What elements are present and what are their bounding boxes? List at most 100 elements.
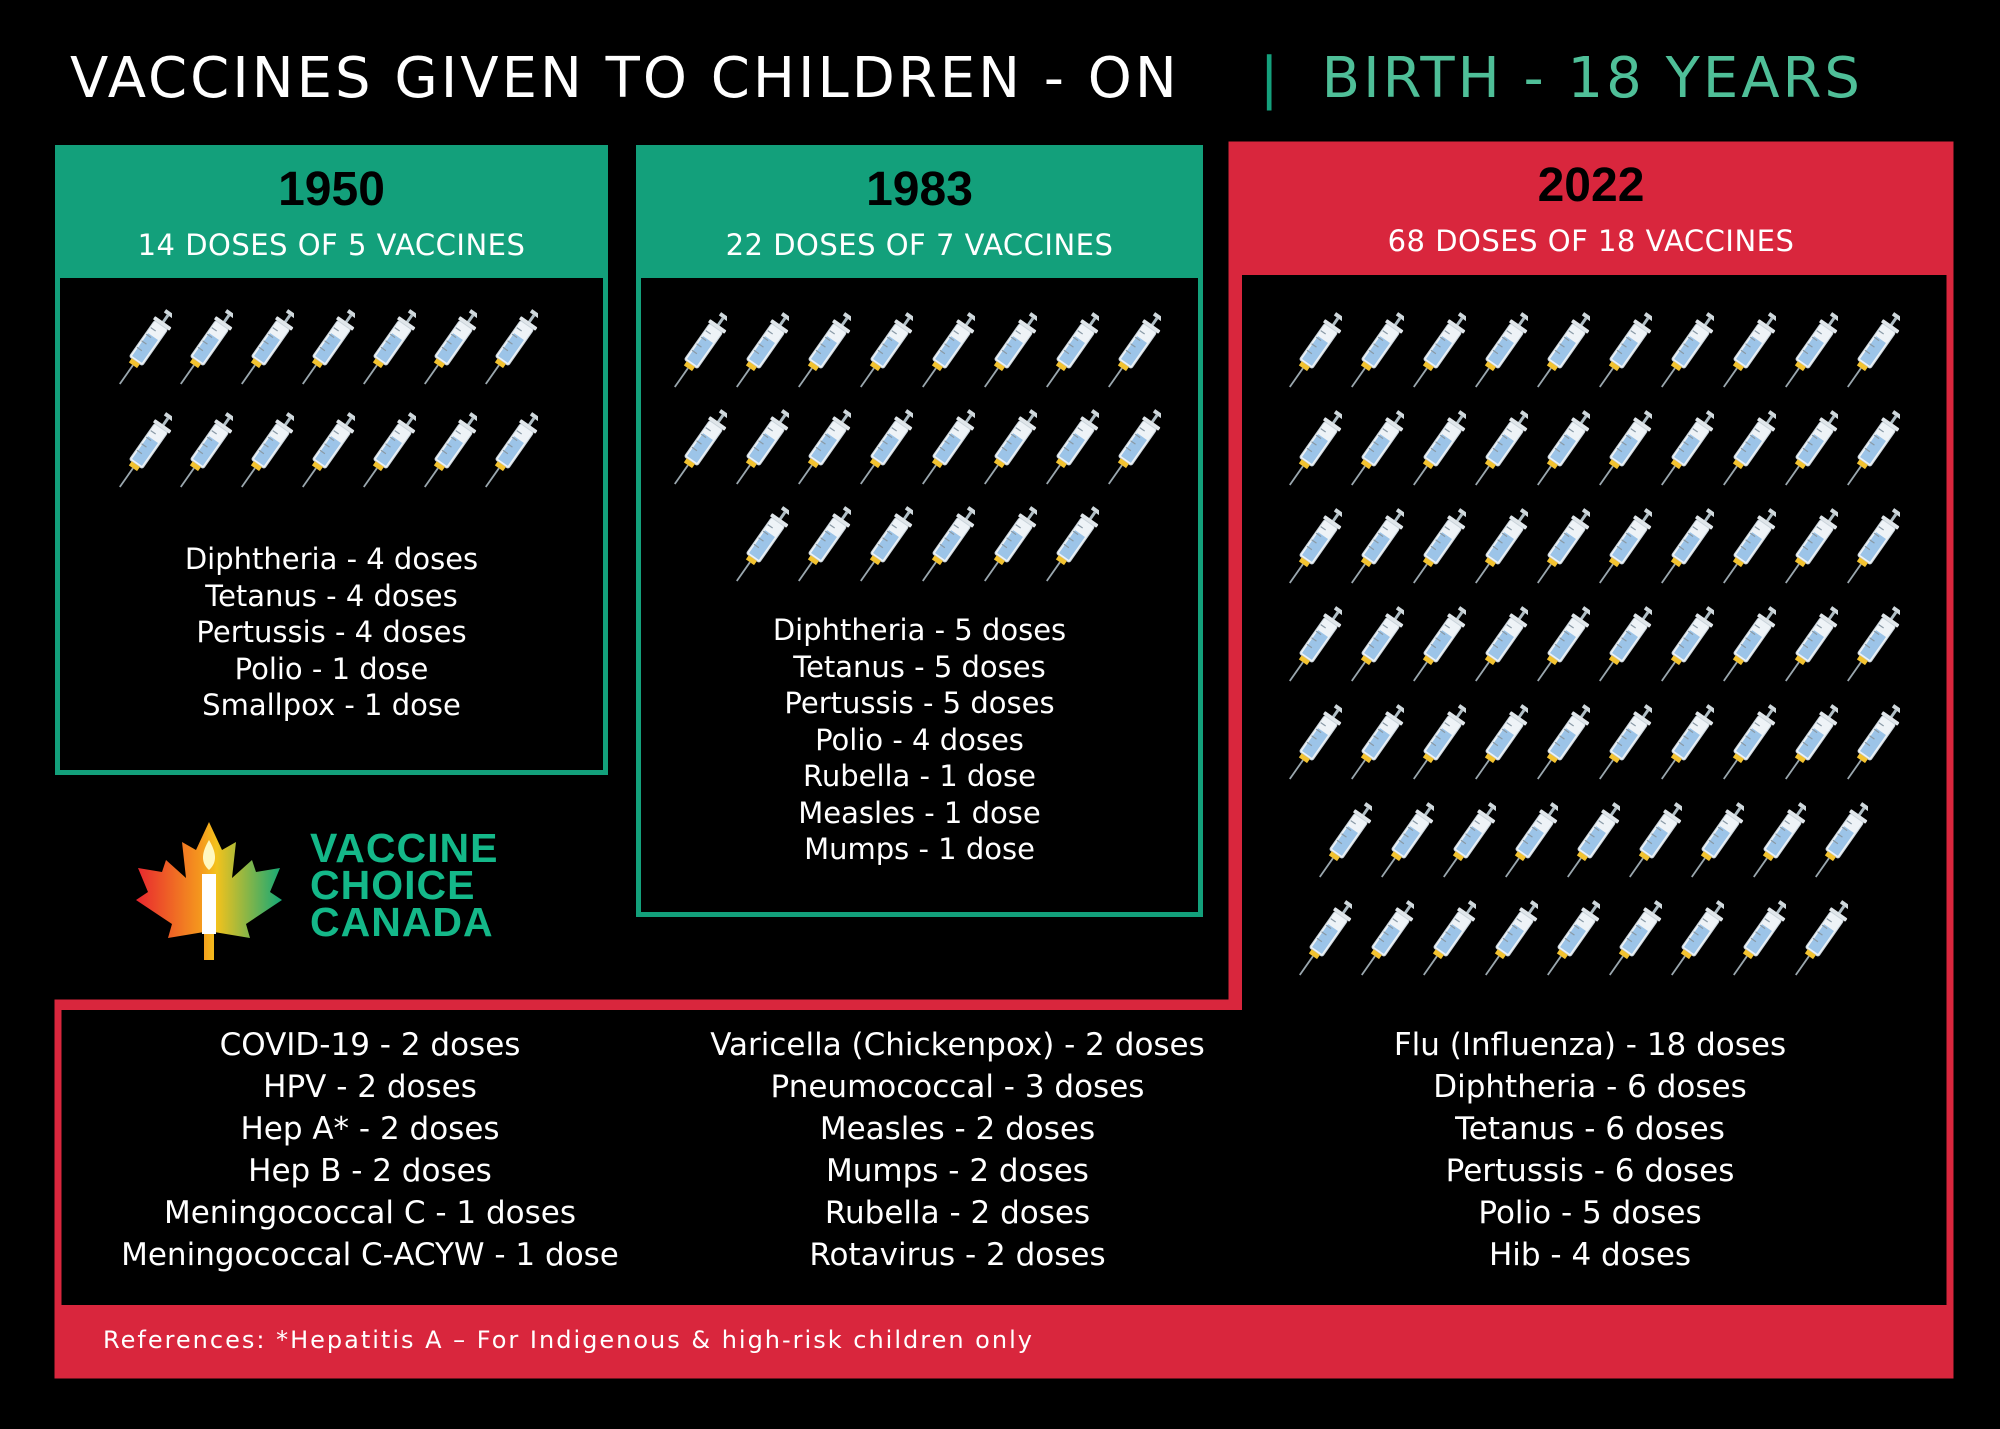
- syringe-icon: [362, 403, 419, 499]
- syringe-icon: [301, 403, 358, 499]
- references-footer: References: *Hepatitis A – For Indigenou…: [55, 1305, 1952, 1375]
- list-item: Mumps - 2 doses: [826, 1153, 1089, 1189]
- syringe-icon: [179, 403, 236, 499]
- syringe-icon: [1660, 303, 1717, 399]
- title-subtitle: BIRTH - 18 YEARS: [1321, 45, 1863, 111]
- list-item: Hep B - 2 doses: [248, 1153, 492, 1189]
- syringe-icon: [1412, 499, 1469, 595]
- syringe-icon: [859, 497, 916, 593]
- panel-summary: 68 DOSES OF 18 VACCINES: [1387, 224, 1795, 258]
- list-item: Hep A* - 2 doses: [240, 1111, 500, 1147]
- list-item: Tetanus - 6 doses: [1455, 1111, 1725, 1147]
- syringe-icon: [1350, 303, 1407, 399]
- syringe-icon: [484, 300, 541, 396]
- syringe-icon: [1784, 303, 1841, 399]
- list-item: Diphtheria - 6 doses: [1433, 1069, 1747, 1105]
- syringe-icon: [983, 400, 1040, 496]
- syringe-icon: [735, 303, 792, 399]
- list-item: Rubella - 2 doses: [824, 1195, 1091, 1231]
- panel-summary: 22 DOSES OF 7 VACCINES: [725, 228, 1114, 262]
- syringe-icon: [1318, 793, 1375, 889]
- syringe-icon: [1412, 695, 1469, 791]
- syringe-icon: [1350, 695, 1407, 791]
- syringe-icon: [1670, 891, 1727, 987]
- list-item: Polio - 5 doses: [1478, 1195, 1702, 1231]
- syringe-icon: [1350, 597, 1407, 693]
- syringe-icon: [1504, 793, 1561, 889]
- syringe-icon: [1412, 597, 1469, 693]
- syringe-icon: [1722, 499, 1779, 595]
- syringe-icon: [362, 300, 419, 396]
- list-item: Diphtheria - 4 doses: [184, 542, 479, 576]
- syringe-icon: [1442, 793, 1499, 889]
- panel-1950-header: 1950 14 DOSES OF 5 VACCINES: [60, 150, 603, 278]
- syringe-icon: [301, 300, 358, 396]
- syringe-icon: [1660, 597, 1717, 693]
- list-item: Flu (Influenza) - 18 doses: [1393, 1027, 1787, 1063]
- syringe-icon: [1474, 401, 1531, 497]
- syringe-icon: [1484, 891, 1541, 987]
- references-text: References: *Hepatitis A – For Indigenou…: [103, 1326, 1034, 1354]
- syringe-icon: [1660, 499, 1717, 595]
- syringe-icon: [1566, 793, 1623, 889]
- page-title: VACCINES GIVEN TO CHILDREN - ON | BIRTH …: [70, 38, 1863, 118]
- syringe-icon: [423, 300, 480, 396]
- list-item: Polio - 4 doses: [815, 722, 1024, 757]
- syringe-icon: [1846, 499, 1903, 595]
- syringe-icon: [1722, 401, 1779, 497]
- list-item: HPV - 2 doses: [263, 1069, 477, 1105]
- syringe-icon: [1690, 793, 1747, 889]
- syringe-icon: [1412, 401, 1469, 497]
- syringe-icon: [859, 400, 916, 496]
- syringe-icon: [1350, 401, 1407, 497]
- syringe-icon: [1298, 891, 1355, 987]
- list-item: Rubella - 1 dose: [802, 759, 1037, 793]
- syringe-icon: [1722, 695, 1779, 791]
- syringe-icon: [1288, 499, 1345, 595]
- syringe-icon: [1598, 695, 1655, 791]
- syringe-icon: [1422, 891, 1479, 987]
- syringe-icon: [1360, 891, 1417, 987]
- list-item: Mumps - 1 dose: [804, 832, 1035, 866]
- syringe-icon: [1794, 891, 1851, 987]
- syringe-icon: [1784, 499, 1841, 595]
- syringe-icon: [1598, 597, 1655, 693]
- syringe-icon: [118, 403, 175, 499]
- syringe-icon: [921, 497, 978, 593]
- syringe-icon: [1536, 401, 1593, 497]
- syringe-icon: [1722, 597, 1779, 693]
- panel-year: 2022: [1537, 159, 1645, 212]
- panel-2022-header: 2022 68 DOSES OF 18 VACCINES: [1232, 145, 1950, 275]
- list-item: Tetanus - 4 doses: [205, 578, 458, 613]
- list-item: Diphtheria - 5 doses: [772, 613, 1067, 647]
- list-item: Measles - 2 doses: [819, 1111, 1096, 1147]
- syringe-icon: [118, 300, 175, 396]
- syringe-icon: [1846, 303, 1903, 399]
- syringe-icon: [1107, 400, 1164, 496]
- list-item: Pneumococcal - 3 doses: [770, 1069, 1145, 1105]
- list-item: Measles - 1 dose: [798, 795, 1041, 830]
- syringe-icon: [983, 497, 1040, 593]
- syringe-icon: [735, 400, 792, 496]
- list-item: Polio - 1 dose: [234, 651, 429, 686]
- syringe-icon: [1536, 303, 1593, 399]
- syringe-icon: [1350, 499, 1407, 595]
- list-item: Hib - 4 doses: [1488, 1237, 1692, 1273]
- syringe-icon: [1536, 695, 1593, 791]
- syringe-icon: [1107, 303, 1164, 399]
- list-item: Tetanus - 5 doses: [793, 649, 1046, 684]
- title-main: VACCINES GIVEN TO CHILDREN - ON: [70, 45, 1180, 111]
- list-item: Rotavirus - 2 doses: [809, 1237, 1106, 1273]
- syringe-icon: [1474, 303, 1531, 399]
- syringe-icon: [484, 403, 541, 499]
- list-item: Meningococcal C - 1 doses: [163, 1195, 577, 1231]
- list-item: COVID-19 - 2 doses: [219, 1027, 521, 1063]
- list-item: Pertussis - 6 doses: [1445, 1153, 1735, 1189]
- syringe-icon: [797, 400, 854, 496]
- syringe-icon: [1598, 401, 1655, 497]
- vaccine-list-2022-col1: COVID-19 - 2 doses HPV - 2 doses Hep A* …: [80, 1024, 660, 1276]
- list-item: Varicella (Chickenpox) - 2 doses: [710, 1027, 1205, 1063]
- logo-text: VACCINE CHOICE CANADA: [310, 828, 498, 943]
- syringe-icon: [1288, 695, 1345, 791]
- syringe-icon: [1045, 303, 1102, 399]
